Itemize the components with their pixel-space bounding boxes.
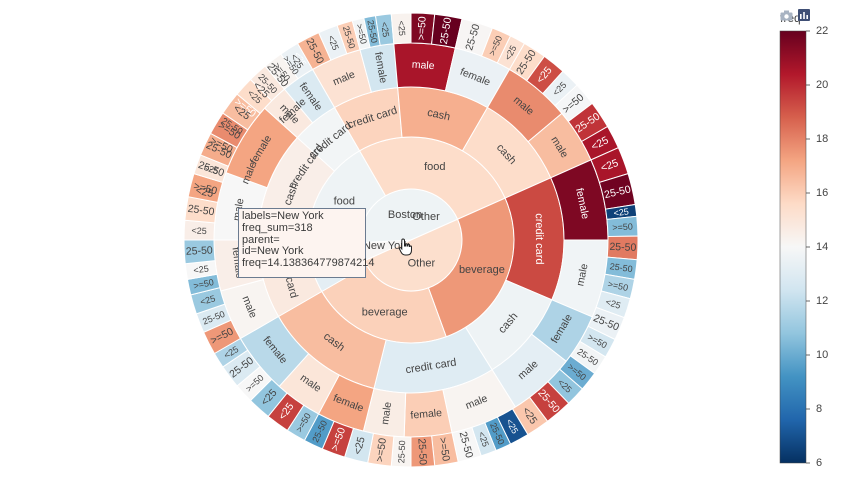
sunburst-label: female bbox=[372, 51, 389, 84]
sunburst-label: beverage bbox=[362, 306, 408, 318]
sunburst-label: >=50 bbox=[612, 221, 633, 232]
sunburst-label: 25-50 bbox=[365, 19, 379, 43]
sunburst-label: 25-50 bbox=[609, 241, 636, 254]
sunburst-label: >=50 bbox=[193, 277, 215, 291]
sunburst-label: food bbox=[334, 196, 355, 208]
sunburst-label: <25 bbox=[379, 21, 391, 37]
sunburst-label: food bbox=[424, 161, 445, 173]
hover-line: freq=14.138364779874214 bbox=[242, 257, 375, 270]
sunburst-label: male bbox=[379, 401, 394, 425]
sunburst-label: >=50 bbox=[436, 437, 452, 463]
sunburst-label: male bbox=[574, 262, 590, 287]
colorbar-tick-label: 10 bbox=[816, 349, 828, 361]
sunburst-label: <25 bbox=[604, 297, 622, 311]
hover-line: labels=New York bbox=[242, 210, 324, 222]
colorbar-tick-label: 8 bbox=[816, 403, 822, 415]
sunburst-label: Other bbox=[408, 257, 436, 269]
hover-tooltip: labels=New York freq_sum=318 parent= id=… bbox=[238, 208, 375, 278]
colorbar-tick-label: 20 bbox=[816, 79, 828, 91]
hover-line: freq_sum=318 bbox=[242, 221, 313, 234]
sunburst-label: beverage bbox=[459, 264, 505, 276]
sunburst-label: >=50 bbox=[415, 16, 428, 41]
camera-icon[interactable] bbox=[779, 8, 793, 22]
sunburst-label: <25 bbox=[396, 20, 407, 36]
sunburst-label: credit card bbox=[533, 213, 545, 264]
sunburst-root-label: Other bbox=[412, 211, 440, 223]
sunburst-label: 25-50 bbox=[187, 203, 215, 219]
sunburst-label: 25-50 bbox=[438, 17, 454, 46]
sunburst-sector[interactable] bbox=[280, 42, 314, 80]
sunburst-label: 25-50 bbox=[603, 183, 632, 201]
hover-line: parent= bbox=[242, 233, 280, 246]
colorbar-tick-label: 18 bbox=[816, 133, 828, 145]
colorbar-tick-label: 14 bbox=[816, 241, 828, 253]
sunburst-label: <25 bbox=[202, 162, 220, 177]
sunburst-label: cash bbox=[426, 107, 451, 124]
sunburst-label: Boston bbox=[388, 209, 422, 221]
sunburst-label: 25-50 bbox=[609, 261, 633, 274]
colorbar-tick-label: 12 bbox=[816, 295, 828, 307]
plotly-logo-icon[interactable] bbox=[797, 8, 811, 22]
colorbar-tick-label: 6 bbox=[816, 457, 822, 469]
sunburst-label: <25 bbox=[352, 435, 368, 455]
sunburst-label: 25-50 bbox=[396, 440, 407, 463]
colorbar-tick-label: 16 bbox=[816, 187, 828, 199]
sunburst-plot: New YorkBostonOtherfoodbeveragebeverageb… bbox=[183, 12, 639, 468]
sunburst-label: <25 bbox=[191, 225, 207, 236]
modebar bbox=[779, 8, 811, 22]
sunburst-label: 25-50 bbox=[186, 244, 214, 257]
sunburst-label: New York bbox=[363, 240, 410, 252]
sunburst-label: >=50 bbox=[192, 180, 218, 197]
colorbar-tick-label: 22 bbox=[816, 25, 828, 37]
sunburst-label: female bbox=[410, 407, 443, 422]
sunburst-label: >=50 bbox=[354, 23, 369, 45]
sunburst-label: >=50 bbox=[374, 437, 389, 463]
sunburst-label: male bbox=[411, 59, 435, 73]
sunburst-label: <25 bbox=[613, 206, 629, 218]
colorbar-gradient bbox=[779, 30, 807, 464]
sunburst-label: <25 bbox=[194, 184, 214, 200]
hand-cursor-icon bbox=[398, 238, 414, 261]
sunburst-label: <25 bbox=[193, 263, 210, 275]
sunburst-label: >=50 bbox=[607, 279, 629, 293]
sunburst-label: 25-50 bbox=[415, 438, 428, 466]
sunburst-label: <25 bbox=[476, 430, 491, 448]
sunburst-label: <25 bbox=[199, 293, 216, 307]
hover-line: id=New York bbox=[242, 245, 304, 258]
sunburst-label: <25 bbox=[599, 157, 620, 175]
